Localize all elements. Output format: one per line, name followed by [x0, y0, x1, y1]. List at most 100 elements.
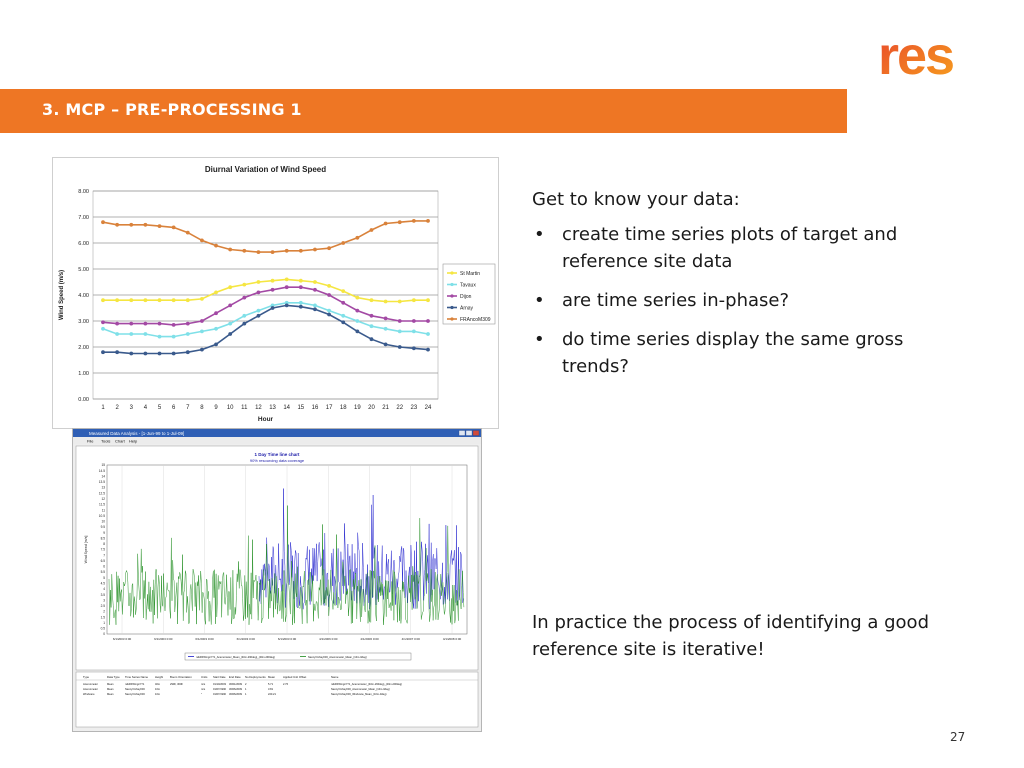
data-point — [270, 278, 275, 283]
data-point — [298, 278, 303, 283]
data-point — [298, 300, 303, 305]
x-tick-label: 4/1/2008 0:00 — [443, 637, 462, 641]
x-tick-label: 20 — [368, 405, 375, 411]
data-point — [228, 247, 233, 252]
legend-label: Nancy/Uchay003_Anemometer_Mean_(10m-0deg… — [308, 655, 367, 659]
slide-text: Get to know your data: create time serie… — [532, 186, 962, 392]
data-point — [383, 221, 388, 226]
x-tick-label: 24 — [425, 405, 432, 411]
data-point — [411, 329, 416, 334]
y-tick-label: 8.00 — [78, 189, 89, 195]
table-cell: 1 — [245, 687, 247, 691]
y-tick-label: 9.5 — [101, 525, 106, 529]
data-point — [313, 287, 317, 292]
y-tick-label: 2.5 — [101, 604, 106, 608]
legend-marker — [450, 271, 454, 275]
window-title: Measured Data Analysis - [1-Jun-99 to 1-… — [89, 431, 184, 436]
series-line — [102, 220, 428, 253]
legend-label: Arnay — [460, 306, 474, 312]
chart-title: 1 Day Time line chart — [255, 452, 300, 457]
y-tick-label: 4 — [103, 587, 105, 591]
y-tick-label: 4.00 — [78, 293, 89, 299]
data-point — [426, 332, 430, 336]
data-point — [242, 248, 247, 253]
data-point — [383, 342, 388, 347]
x-tick-label: 4 — [144, 405, 148, 411]
data-point — [171, 351, 176, 356]
table-header: Data Type — [107, 675, 120, 679]
data-point — [313, 307, 317, 312]
data-point — [256, 280, 261, 284]
data-point — [284, 300, 289, 305]
data-point — [411, 298, 416, 303]
x-tick-label: 6 — [172, 405, 176, 411]
data-point — [369, 298, 374, 303]
table-cell: 2 — [245, 682, 247, 686]
y-tick-label: 2 — [103, 610, 105, 614]
table-cell: Nancy/Uchay003 — [125, 687, 145, 691]
table-cell: 30/06/2009 — [229, 692, 243, 696]
data-point — [270, 287, 275, 292]
data-point — [313, 247, 317, 252]
x-tick-label: 10 — [227, 405, 234, 411]
x-tick-label: 6/1/2003 0:00 — [154, 637, 173, 641]
data-point — [327, 308, 331, 313]
x-tick-label: 8 — [200, 405, 204, 411]
series-line — [108, 505, 465, 625]
table-cell: 01/10/2003 — [213, 682, 227, 686]
data-point — [185, 321, 190, 326]
y-tick-label: 0.5 — [101, 627, 106, 631]
data-point — [143, 222, 148, 227]
data-point — [214, 342, 218, 347]
bullet-item: do time series display the same gross tr… — [532, 326, 962, 380]
y-tick-label: 1.5 — [101, 615, 106, 619]
legend-label: Dijon — [460, 294, 472, 300]
data-point — [284, 285, 289, 290]
time-series-chart: Measured Data Analysis - [1-Jun-99 to 1-… — [73, 429, 481, 728]
y-tick-label: 2.00 — [78, 345, 89, 351]
y-tick-label: 14.5 — [99, 469, 105, 473]
data-point — [171, 298, 176, 303]
y-tick-label: 8.5 — [101, 536, 106, 540]
table-cell: 10m — [155, 692, 160, 696]
y-tick-label: 12 — [101, 497, 105, 501]
data-point — [129, 332, 134, 336]
x-tick-label: 2 — [115, 405, 119, 411]
data-point — [115, 298, 120, 303]
y-tick-label: 11 — [102, 508, 106, 512]
x-tick-label: 22 — [396, 405, 403, 411]
data-point — [284, 303, 289, 308]
table-header: Start Date — [213, 675, 226, 679]
data-point — [298, 285, 303, 290]
data-point — [327, 246, 331, 251]
table-cell: Nancy/Uchay003 — [125, 692, 145, 696]
y-tick-label: 10.5 — [99, 514, 105, 518]
y-tick-label: 12.5 — [99, 491, 105, 495]
table-cell: 30/06/2009 — [229, 687, 243, 691]
data-point — [129, 351, 134, 356]
x-tick-label: 12 — [255, 405, 262, 411]
y-tick-label: 3.5 — [101, 593, 106, 597]
section-banner — [0, 89, 847, 133]
table-cell: Anemometer — [83, 682, 98, 686]
data-point — [200, 329, 204, 334]
x-tick-label: 13 — [269, 405, 276, 411]
y-tick-label: 7.00 — [78, 215, 89, 221]
table-cell: 2.76 — [283, 682, 289, 686]
data-point — [355, 319, 360, 323]
data-point — [129, 222, 134, 227]
data-point — [426, 319, 430, 323]
data-point — [270, 250, 275, 254]
legend-label: St Martin — [460, 271, 480, 277]
maximize-icon — [465, 430, 473, 436]
x-tick-label: 18 — [340, 405, 347, 411]
table-cell: 01/07/1990 — [213, 692, 227, 696]
y-tick-label: 0.00 — [78, 397, 89, 403]
data-point — [129, 298, 134, 303]
y-tick-label: 10 — [101, 520, 105, 524]
table-cell: 01/07/1990 — [213, 687, 227, 691]
data-point — [129, 321, 134, 326]
data-point — [171, 323, 176, 327]
data-point — [383, 326, 388, 331]
chart-subtitle: 90% resourcing data coverage — [250, 458, 305, 463]
